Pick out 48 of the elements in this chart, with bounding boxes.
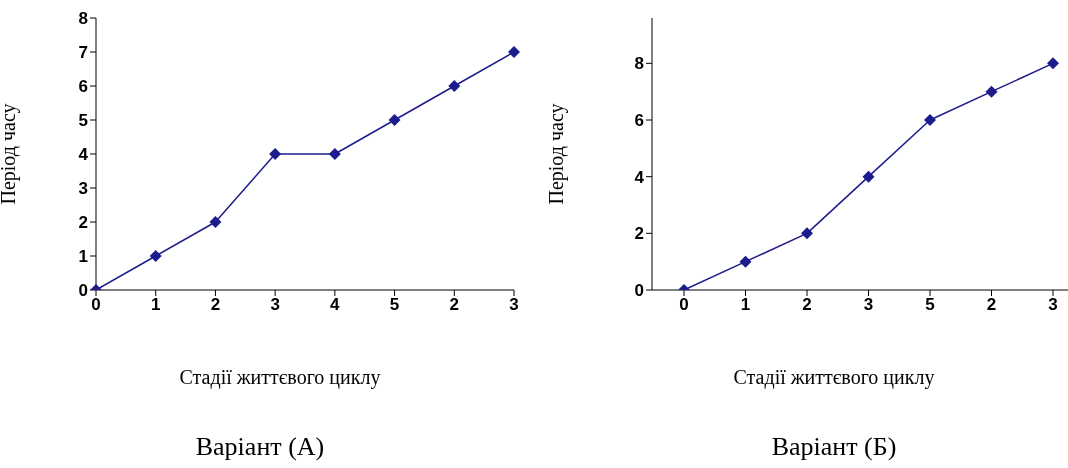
y-tick-label: 7 (78, 43, 88, 63)
point (739, 255, 752, 268)
point (508, 46, 520, 58)
point (209, 216, 222, 228)
y-tick-label: 2 (634, 224, 644, 244)
x-tick-label: 0 (91, 295, 101, 315)
point (388, 114, 401, 126)
x-tick-label: 2 (210, 295, 221, 315)
y-tick-label: 6 (78, 77, 88, 97)
x-tick-label: 5 (389, 295, 400, 315)
y-tick-label: 0 (634, 281, 644, 301)
x-axis-title: Стадії життєвого циклу (732, 366, 936, 389)
point (924, 114, 936, 126)
text: Варіант (А) (194, 432, 326, 462)
x-tick-label: 2 (802, 295, 812, 315)
x-tick-label: 2 (449, 295, 460, 315)
y-tick-label: 3 (78, 179, 88, 199)
y-axis-title: Період часу (545, 103, 569, 205)
point (985, 85, 998, 98)
x-tick-label: 1 (150, 295, 161, 315)
x-tick-label: 3 (863, 295, 874, 315)
y-tick-label: 8 (78, 9, 88, 29)
y-tick-label: 4 (78, 145, 89, 165)
x-tick-label: 0 (679, 295, 689, 315)
y-tick-label: 4 (634, 167, 645, 187)
x-tick-label: 4 (330, 295, 341, 315)
x-tick-label: 3 (509, 295, 519, 315)
point (448, 80, 461, 92)
y-tick-label: 5 (78, 111, 88, 131)
x-tick-label: 2 (986, 295, 997, 315)
point (149, 250, 162, 262)
point (328, 148, 341, 160)
text: Варіант (Б) (770, 432, 898, 462)
y-axis-title: Період часу (0, 103, 21, 205)
x-axis-title: Стадії життєвого циклу (178, 366, 382, 389)
x-tick-label: 3 (1048, 295, 1058, 315)
x-tick-label: 5 (925, 295, 935, 315)
point (1047, 57, 1059, 70)
y-tick-label: 1 (78, 247, 88, 267)
point (801, 227, 813, 240)
y-tick-label: 6 (634, 111, 644, 131)
point (269, 148, 282, 160)
y-tick-label: 8 (634, 54, 644, 74)
point (862, 170, 875, 183)
y-tick-label: 2 (78, 213, 88, 233)
x-tick-label: 1 (740, 295, 751, 315)
x-tick-label: 3 (270, 295, 280, 315)
y-tick-label: 0 (78, 281, 88, 301)
